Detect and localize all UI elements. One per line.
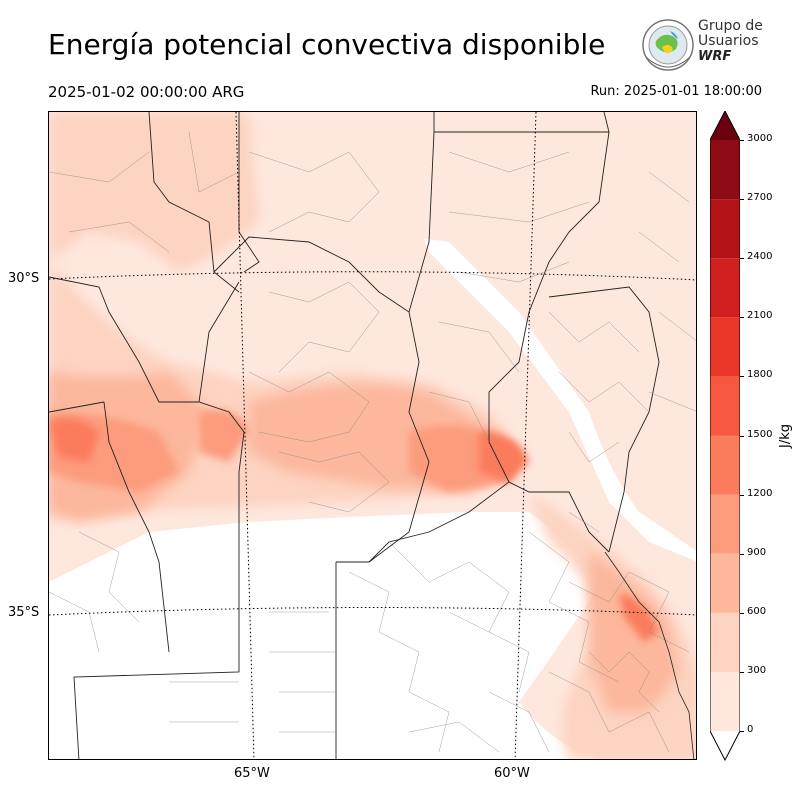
colorbar-unit: J/kg (778, 424, 793, 448)
colorbar-tick-mark (740, 258, 744, 260)
globe-logo-icon (642, 19, 694, 71)
colorbar-tick-label: 1500 (747, 428, 773, 440)
colorbar-tick-label: 1200 (747, 487, 773, 499)
colorbar-tick-label: 2100 (747, 310, 773, 322)
colorbar-tick-label: 3000 (747, 133, 773, 144)
colorbar-tick-label: 2400 (747, 251, 773, 263)
cape-shading (49, 112, 696, 759)
colorbar-tick-mark (740, 376, 744, 378)
colorbar-bin-2 (710, 553, 740, 613)
valid-time: 2025-01-02 00:00:00 ARG (48, 83, 245, 101)
lat-label-30s: 30°S (8, 271, 40, 286)
colorbar-bin-3 (710, 494, 740, 554)
colorbar-tick-mark (740, 435, 744, 437)
colorbar-tick-mark (740, 553, 744, 555)
logo-line-3: WRF (698, 49, 732, 64)
cape-field-map (49, 112, 696, 759)
colorbar-bin-7 (710, 258, 740, 318)
colorbar-bin-4 (710, 435, 740, 495)
colorbar-tick-label: 600 (747, 605, 767, 617)
run-time: Run: 2025-01-01 18:00:00 (590, 84, 762, 99)
colorbar-tick-label: 1800 (747, 369, 773, 381)
colorbar-extend-min (710, 731, 740, 760)
colorbar-tick-mark (740, 199, 744, 201)
logo-line-2: Usuarios (698, 33, 759, 49)
colorbar-tick-label: 900 (747, 546, 767, 558)
chart-title: Energía potencial convectiva disponible (48, 28, 606, 61)
colorbar-tick-mark (740, 731, 744, 732)
colorbar-bin-0 (710, 671, 740, 731)
colorbar-bin-1 (710, 612, 740, 672)
wrf-logo: Grupo de Usuarios WRF (640, 17, 770, 75)
map-panel (48, 111, 697, 760)
colorbar-tick-label: 0 (747, 724, 754, 735)
colorbar-tick-mark (740, 671, 744, 673)
lat-label-35s: 35°S (8, 605, 40, 620)
colorbar-extend-max (710, 111, 740, 140)
colorbar-tick-mark (740, 317, 744, 319)
lon-label-65w: 65°W (234, 766, 270, 781)
colorbar-tick-label: 2700 (747, 192, 773, 204)
colorbar-bin-8 (710, 199, 740, 259)
colorbar-tick-mark (740, 140, 744, 141)
coastline (604, 551, 695, 759)
colorbar-tick-label: 300 (747, 664, 767, 676)
graticule (49, 112, 696, 759)
colorbar (710, 111, 740, 761)
logo-line-1: Grupo de (698, 18, 763, 34)
colorbar-bin-6 (710, 317, 740, 377)
colorbar-bin-9 (710, 140, 740, 200)
colorbar-tick-mark (740, 494, 744, 496)
colorbar-bin-5 (710, 376, 740, 436)
department-boundaries (49, 131, 696, 753)
colorbar-tick-mark (740, 612, 744, 614)
lon-label-60w: 60°W (494, 766, 530, 781)
